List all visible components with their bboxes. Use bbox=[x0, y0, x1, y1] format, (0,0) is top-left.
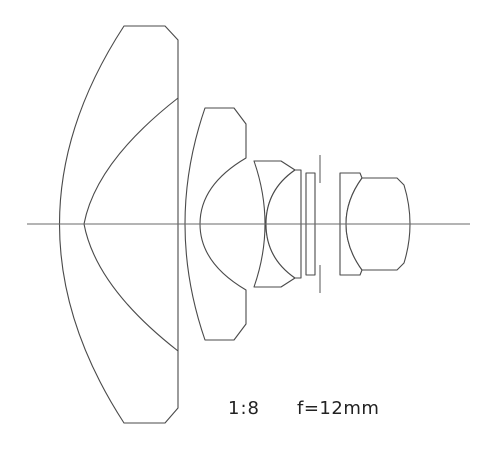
lens-element-2 bbox=[184, 107, 247, 341]
focal-length-label: f=12mm bbox=[297, 398, 380, 419]
aperture-ratio-label: 1:8 bbox=[228, 398, 260, 419]
lens-element-1 bbox=[58, 25, 179, 424]
